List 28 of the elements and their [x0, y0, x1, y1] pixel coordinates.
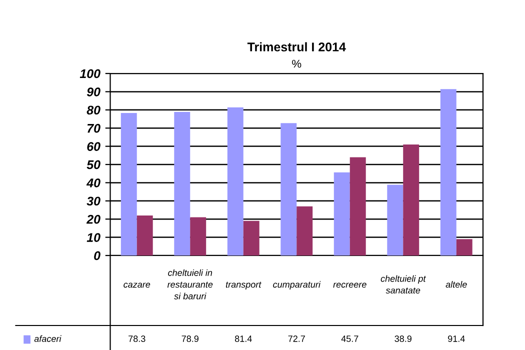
x-tick-label: cazare	[124, 282, 150, 288]
y-tick-label: 10	[86, 233, 100, 242]
chart-subtitle: %	[292, 60, 302, 68]
y-tick-label: 80	[86, 106, 100, 115]
y-tick-label: 90	[86, 88, 100, 96]
y-tick-label: 100	[80, 69, 100, 78]
x-tick-label: recreere	[333, 282, 366, 288]
y-tick-label: 0	[94, 251, 100, 260]
x-tick-label: altele	[446, 281, 467, 288]
data-label: 78.3	[128, 336, 146, 342]
x-tick-label: cumparaturi	[273, 281, 321, 290]
data-label: 78.9	[182, 336, 198, 342]
legend-label: afaceri	[34, 335, 62, 342]
y-tick-label: 70	[88, 124, 100, 133]
data-label: 45.7	[341, 336, 358, 342]
y-tick-label: 60	[87, 142, 100, 151]
data-label: 38.9	[394, 336, 412, 342]
data-label: 72.7	[288, 336, 305, 342]
y-tick-label: 20	[86, 214, 100, 224]
y-tick-label: 30	[86, 196, 100, 206]
chart-title: Trimestrul I 2014	[247, 42, 346, 52]
y-tick-label: 40	[86, 178, 100, 188]
x-tick-label: cheltuieli in restaurante si baruri	[167, 269, 213, 300]
x-tick-label: cheltuieli pt sanatate	[380, 275, 426, 294]
y-tick-label: 50	[86, 160, 100, 170]
data-label: 91.4	[448, 336, 465, 342]
x-tick-label: transport	[226, 282, 262, 290]
data-label: 81.4	[234, 336, 252, 342]
